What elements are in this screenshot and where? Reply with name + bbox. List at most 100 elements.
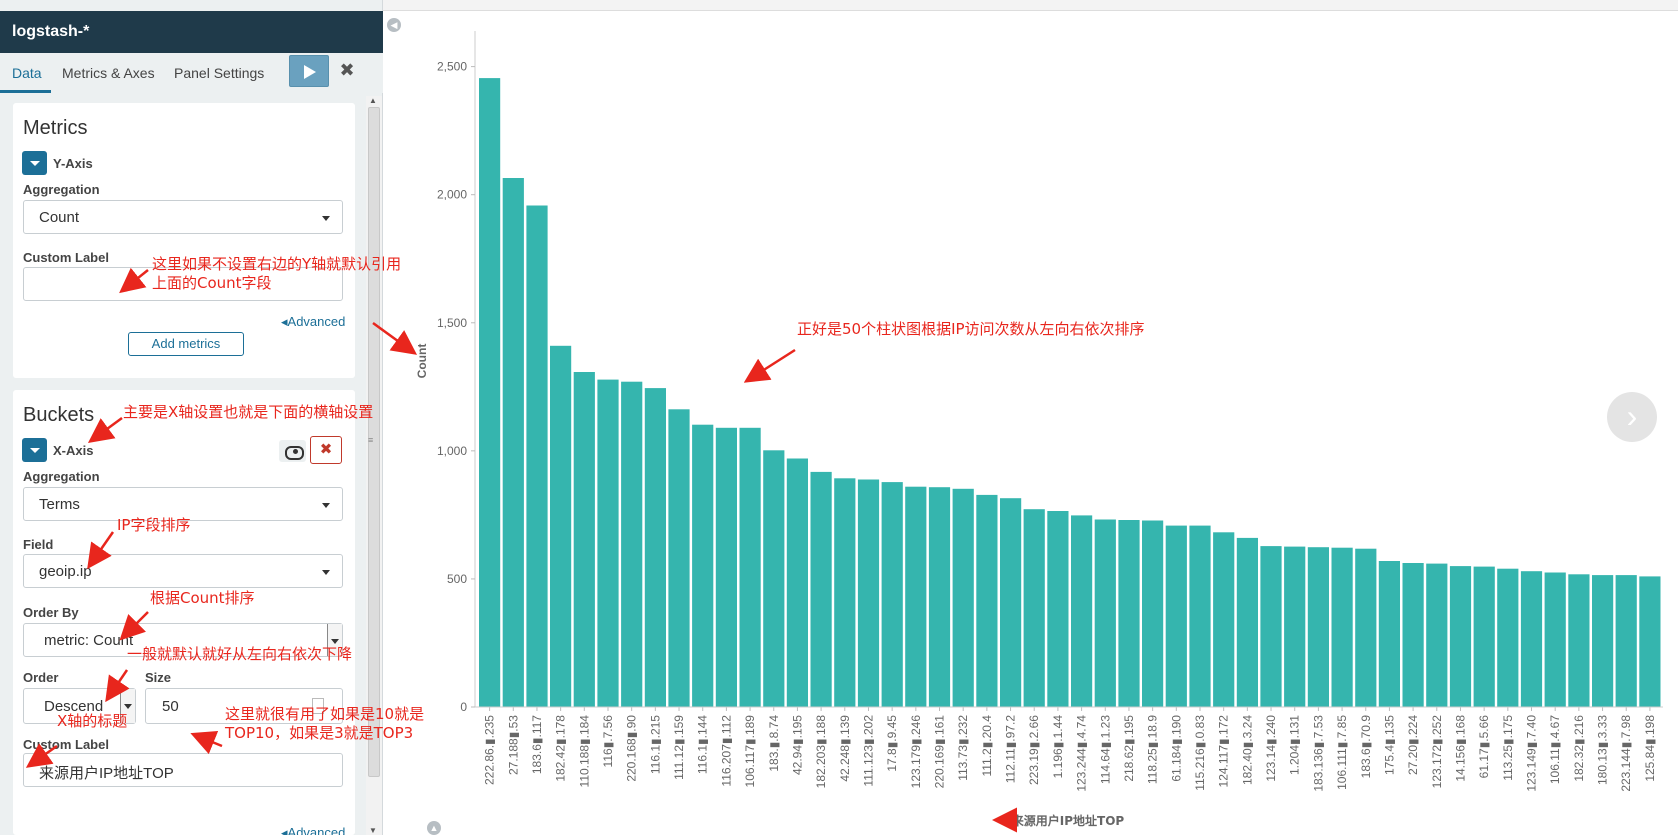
sidebar-scrollbar-thumb[interactable]	[368, 107, 380, 777]
bar[interactable]	[692, 424, 714, 707]
bar[interactable]	[1000, 498, 1022, 707]
bar[interactable]	[1071, 515, 1093, 707]
x-tick-label: 180.13▮.3.33	[1596, 715, 1610, 785]
chevron-right-icon[interactable]: ›	[1607, 392, 1657, 442]
bar[interactable]	[1023, 509, 1045, 707]
bar[interactable]	[810, 471, 832, 707]
bar[interactable]	[905, 486, 927, 707]
sidebar: logstash-* Data Metrics & Axes Panel Set…	[0, 0, 383, 835]
bar[interactable]	[1449, 566, 1472, 707]
bar[interactable]	[1307, 547, 1329, 707]
bar[interactable]	[479, 78, 501, 708]
bar[interactable]	[644, 388, 666, 707]
x-tick-label: 1.196▮.1.44	[1051, 715, 1065, 779]
bar[interactable]	[621, 381, 643, 707]
resize-grip-icon[interactable]: ≡	[368, 435, 374, 445]
bar[interactable]	[1047, 511, 1069, 707]
bar[interactable]	[834, 478, 856, 707]
bar[interactable]	[550, 345, 572, 707]
bucket-custom-label-label: Custom Label	[23, 737, 109, 752]
x-tick-label: 182.203▮.188	[814, 715, 828, 789]
bar[interactable]	[1142, 520, 1164, 708]
bar[interactable]	[1497, 568, 1519, 707]
bar[interactable]	[1331, 547, 1353, 707]
size-input[interactable]: 50	[145, 688, 343, 724]
add-metrics-button[interactable]: Add metrics	[128, 332, 244, 356]
bar[interactable]	[502, 178, 524, 707]
order-select[interactable]: Descend	[23, 688, 136, 724]
top-toolbar-strip	[0, 0, 1678, 11]
bar[interactable]	[1118, 520, 1140, 707]
bar[interactable]	[1473, 566, 1495, 707]
bucket-advanced-link[interactable]: ◂Advanced	[281, 825, 346, 835]
bar[interactable]	[1284, 546, 1306, 707]
play-icon	[304, 65, 316, 79]
bar[interactable]	[1520, 571, 1543, 707]
bar[interactable]	[1213, 532, 1235, 707]
bar[interactable]	[786, 458, 808, 708]
bar[interactable]	[1094, 519, 1116, 708]
tab-panel-settings[interactable]: Panel Settings	[174, 65, 265, 81]
bar[interactable]	[1592, 575, 1614, 707]
bar[interactable]	[573, 372, 595, 707]
bar[interactable]	[739, 427, 761, 707]
x-tick-label: 222.86.▮.235	[483, 715, 497, 785]
y-tick-label: 2,500	[437, 60, 467, 74]
chevron-down-icon	[322, 570, 330, 575]
scroll-down-icon[interactable]: ▼	[369, 826, 377, 835]
x-tick-label: 61.17▮.5.66	[1477, 715, 1491, 779]
bar[interactable]	[857, 479, 880, 708]
metric-custom-label-input[interactable]	[23, 267, 343, 301]
bar[interactable]	[1189, 525, 1211, 707]
bar[interactable]	[976, 494, 998, 707]
x-tick-label: 111.123▮.202	[861, 715, 875, 787]
bar[interactable]	[1355, 548, 1377, 707]
stepper-icon[interactable]	[312, 698, 324, 714]
bar[interactable]	[1260, 546, 1282, 707]
y-axis-title: Count	[415, 344, 429, 379]
bar[interactable]	[597, 379, 619, 707]
bar[interactable]	[1165, 525, 1187, 707]
bar[interactable]	[668, 409, 690, 707]
bar[interactable]	[952, 488, 974, 707]
annotation-x-axis: 主要是X轴设置也就是下面的横轴设置	[123, 403, 374, 421]
metric-aggregation-select[interactable]: Count	[23, 200, 343, 234]
bar[interactable]	[1615, 575, 1637, 707]
bar[interactable]	[1378, 561, 1400, 707]
apply-changes-button[interactable]	[289, 55, 329, 87]
bar[interactable]	[1639, 576, 1661, 707]
x-axis-collapse-button[interactable]	[22, 438, 47, 462]
discard-changes-button[interactable]: ✖	[333, 55, 361, 87]
bar[interactable]	[928, 487, 951, 707]
annotation-order: 一般就默认就好从左向右依次下降	[127, 645, 353, 663]
field-select[interactable]: geoip.ip	[23, 554, 343, 588]
scroll-up-icon[interactable]: ▲	[369, 96, 377, 105]
metric-advanced-link[interactable]: ◂Advanced	[281, 314, 346, 329]
x-tick-label: 183.136▮.7.53	[1311, 715, 1325, 792]
tab-data[interactable]: Data	[12, 65, 42, 81]
collapse-sidebar-icon[interactable]: ◀	[387, 18, 401, 32]
bar[interactable]	[1568, 574, 1590, 707]
bar[interactable]	[881, 482, 903, 707]
y-axis-label: Y-Axis	[53, 156, 93, 171]
order-by-select[interactable]: metric: Count	[23, 623, 343, 657]
bar[interactable]	[715, 427, 737, 707]
annotation-field: IP字段排序	[117, 516, 191, 534]
bar[interactable]	[1402, 563, 1424, 707]
bar-chart-svg: 0 500 1,000 1,500 2,000 2,500 Count 222.86.▮.23…	[415, 31, 1663, 828]
toggle-aggregation-icon[interactable]	[279, 440, 306, 462]
bar[interactable]	[1544, 572, 1566, 708]
bucket-aggregation-select[interactable]: Terms	[23, 487, 343, 521]
collapse-bottom-icon[interactable]: ▲	[427, 821, 441, 835]
bucket-custom-label-input[interactable]: 来源用户IP地址TOP	[23, 753, 343, 787]
field-value: geoip.ip	[39, 563, 92, 580]
bar[interactable]	[1236, 537, 1258, 707]
bar[interactable]	[1426, 563, 1448, 707]
y-axis-collapse-button[interactable]	[22, 151, 47, 175]
tab-metrics-axes[interactable]: Metrics & Axes	[62, 65, 155, 81]
metrics-panel: Metrics Y-Axis Aggregation Count Custom …	[13, 103, 355, 378]
remove-aggregation-button[interactable]: ✖	[310, 436, 342, 464]
bar[interactable]	[526, 205, 548, 708]
bar[interactable]	[763, 450, 785, 707]
x-tick-label: 123.149▮.7.40	[1525, 715, 1539, 792]
